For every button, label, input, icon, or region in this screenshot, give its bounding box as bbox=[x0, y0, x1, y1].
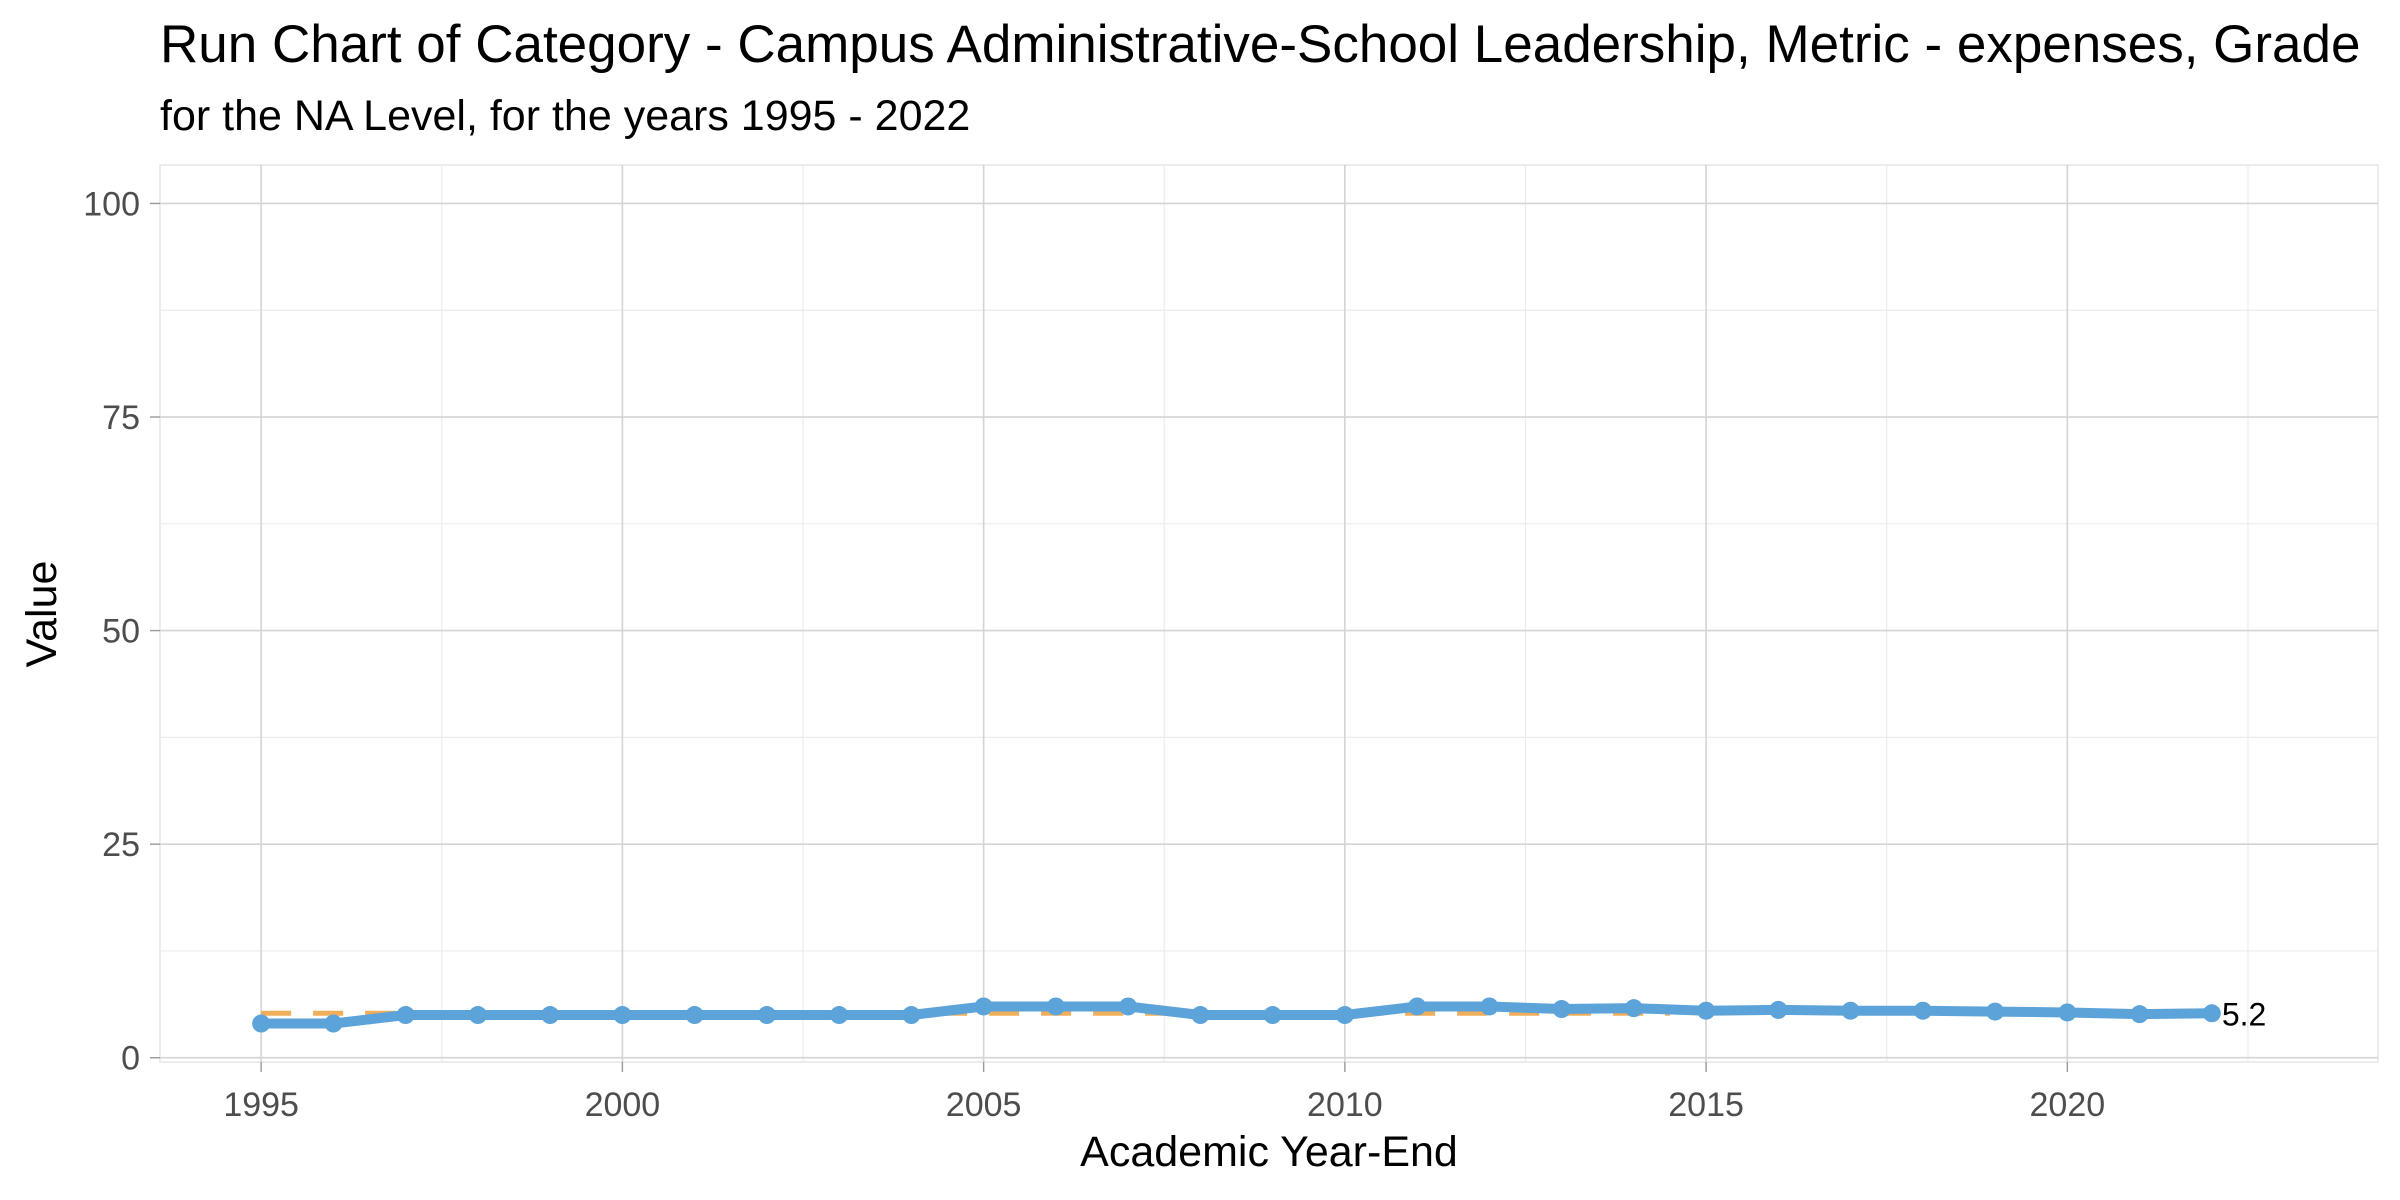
data-point bbox=[1480, 997, 1499, 1016]
minor-gridlines bbox=[160, 165, 2378, 1062]
x-tick-label: 2015 bbox=[1668, 1086, 1744, 1124]
x-tick-label: 1995 bbox=[223, 1086, 299, 1124]
data-point bbox=[1841, 1001, 1860, 1020]
y-axis-title: Value bbox=[18, 561, 66, 668]
y-tick-label: 0 bbox=[121, 1040, 140, 1078]
series-group bbox=[256, 1001, 2217, 1029]
data-point bbox=[1335, 1006, 1354, 1025]
data-point bbox=[396, 1006, 415, 1025]
y-axis-tick-labels: 0 25 50 75 100 bbox=[83, 185, 140, 1077]
data-point bbox=[830, 1006, 849, 1025]
data-point bbox=[2202, 1004, 2221, 1023]
data-point bbox=[1119, 997, 1138, 1016]
data-point bbox=[2058, 1003, 2077, 1022]
x-tick-label: 2005 bbox=[946, 1086, 1022, 1124]
data-points bbox=[252, 997, 2221, 1033]
y-tick-label: 100 bbox=[83, 185, 140, 223]
data-point bbox=[613, 1006, 632, 1025]
data-point bbox=[1624, 999, 1643, 1018]
data-point bbox=[757, 1006, 776, 1025]
data-point bbox=[324, 1014, 343, 1033]
data-point bbox=[1697, 1001, 1716, 1020]
series-line bbox=[256, 1001, 2217, 1029]
data-point bbox=[468, 1006, 487, 1025]
y-tick-label: 50 bbox=[102, 613, 140, 651]
data-point bbox=[252, 1014, 271, 1033]
data-point bbox=[2130, 1005, 2149, 1024]
data-point bbox=[1046, 997, 1065, 1016]
y-tick-label: 75 bbox=[102, 399, 140, 437]
chart-subtitle: for the NA Level, for the years 1995 - 2… bbox=[160, 92, 970, 140]
data-point bbox=[1408, 997, 1427, 1016]
y-tick-label: 25 bbox=[102, 826, 140, 864]
major-gridlines bbox=[160, 165, 2378, 1062]
x-axis-tick-labels: 1995 2000 2005 2010 2015 2020 bbox=[223, 1086, 2105, 1124]
data-point bbox=[1986, 1002, 2005, 1021]
chart-title: Run Chart of Category - Campus Administr… bbox=[160, 15, 2360, 74]
axis-ticks bbox=[150, 202, 2069, 1072]
end-value-label: 5.2 bbox=[2222, 996, 2266, 1032]
plot-panel bbox=[159, 164, 2379, 1063]
data-point bbox=[974, 997, 993, 1016]
data-point bbox=[902, 1006, 921, 1025]
data-point bbox=[1263, 1006, 1282, 1025]
data-point bbox=[1769, 1000, 1788, 1019]
data-point bbox=[1191, 1006, 1210, 1025]
data-point bbox=[1552, 1000, 1571, 1019]
x-tick-label: 2000 bbox=[585, 1086, 661, 1124]
x-tick-label: 2010 bbox=[1307, 1086, 1383, 1124]
data-point bbox=[541, 1006, 560, 1025]
data-point bbox=[685, 1006, 704, 1025]
data-point bbox=[1913, 1001, 1932, 1020]
x-axis-title: Academic Year-End bbox=[1080, 1128, 1458, 1176]
x-tick-label: 2020 bbox=[2030, 1086, 2106, 1124]
